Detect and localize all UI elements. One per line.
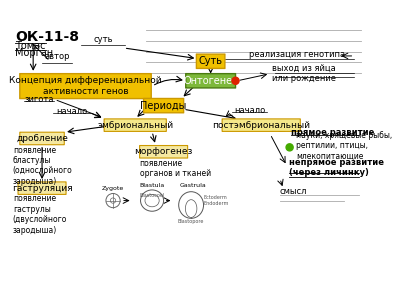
Text: Концепция дифференциальной
активности генов: Концепция дифференциальной активности ге… — [9, 76, 162, 96]
Text: автор: автор — [44, 52, 70, 61]
Text: смысл: смысл — [280, 187, 307, 196]
Text: появление
гаструлы
(двуслойного
зародыша): появление гаструлы (двуслойного зародыша… — [13, 194, 67, 235]
FancyBboxPatch shape — [196, 54, 225, 68]
Circle shape — [286, 144, 293, 151]
Text: Суть: Суть — [199, 56, 223, 66]
FancyBboxPatch shape — [144, 98, 184, 113]
Text: начало: начало — [234, 106, 265, 116]
Circle shape — [232, 77, 239, 84]
FancyBboxPatch shape — [222, 119, 300, 131]
FancyBboxPatch shape — [20, 132, 64, 145]
Text: реализация генотипа: реализация генотипа — [249, 50, 345, 59]
Text: пауки, хрящевые рыбы,
рептилии, птицы,
млекопитающие: пауки, хрящевые рыбы, рептилии, птицы, м… — [296, 131, 392, 161]
FancyBboxPatch shape — [186, 74, 236, 88]
Text: Периоды: Периоды — [140, 100, 187, 111]
Text: ОК-11-8: ОК-11-8 — [16, 30, 80, 44]
Text: непрямое развитие
(через личинку): непрямое развитие (через личинку) — [289, 158, 384, 177]
Text: Онтогенез: Онтогенез — [184, 76, 238, 86]
Text: дробление: дробление — [16, 134, 68, 143]
Text: Морган: Морган — [16, 48, 54, 58]
Text: Zygote: Zygote — [102, 186, 124, 191]
Text: Blastula: Blastula — [140, 183, 165, 188]
Text: зигота: зигота — [24, 95, 54, 104]
Text: прямое развитие: прямое развитие — [290, 128, 374, 137]
Text: появление
бластулы
(однослойного
зародыша): появление бластулы (однослойного зародыш… — [13, 146, 72, 186]
FancyBboxPatch shape — [140, 146, 188, 158]
Text: суть: суть — [94, 35, 113, 44]
Text: Blastopore: Blastopore — [178, 219, 204, 224]
Text: морфогенез: морфогенез — [134, 147, 193, 156]
Text: выход из яйца
или рождение: выход из яйца или рождение — [272, 64, 336, 83]
Text: Gastrula: Gastrula — [180, 183, 206, 188]
Text: появление
органов и тканей: появление органов и тканей — [140, 159, 211, 178]
FancyBboxPatch shape — [20, 74, 151, 99]
Text: Томас: Томас — [16, 41, 46, 51]
Text: гаструляция: гаструляция — [12, 184, 72, 193]
FancyBboxPatch shape — [104, 119, 166, 131]
Text: начало: начало — [56, 107, 88, 116]
Text: Ectoderm: Ectoderm — [204, 194, 227, 200]
Text: Blastocoel: Blastocoel — [140, 193, 165, 198]
FancyBboxPatch shape — [18, 182, 66, 194]
Text: постэмбриональный: постэмбриональный — [212, 121, 310, 130]
Text: Endoderm: Endoderm — [204, 201, 229, 206]
Text: эмбриональный: эмбриональный — [97, 121, 173, 130]
